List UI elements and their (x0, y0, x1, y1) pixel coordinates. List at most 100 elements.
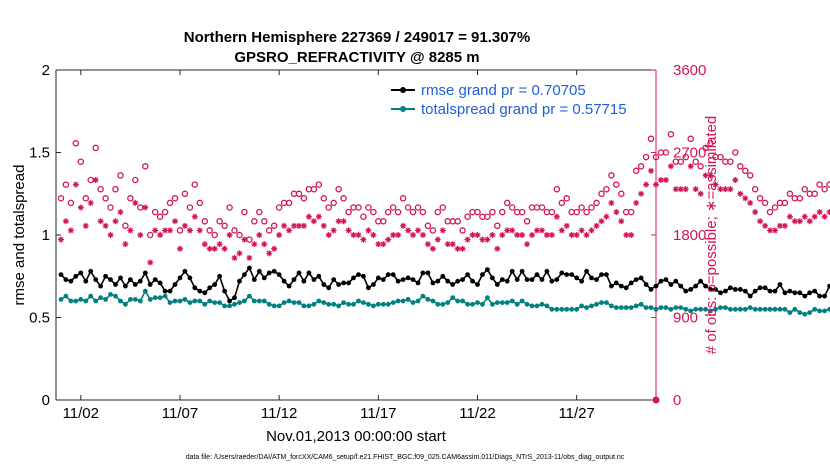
totalspread-point (678, 305, 684, 310)
totalspread-point (256, 298, 262, 304)
obs-possible-point (365, 204, 372, 211)
rmse-point (757, 285, 763, 291)
obs-assimilated-point (578, 227, 585, 234)
rmse-point (291, 277, 297, 282)
obs-possible-point (394, 208, 402, 216)
rmse-point (197, 288, 203, 294)
obs-assimilated-point (127, 227, 134, 234)
totalspread-point (544, 303, 550, 309)
obs-assimilated-point (211, 245, 218, 252)
obs-assimilated-point (707, 172, 714, 179)
x-tick-label: 11/12 (261, 405, 297, 422)
totalspread-point (653, 306, 659, 312)
totalspread-point (490, 301, 495, 307)
totalspread-point (326, 301, 332, 307)
totalspread-point (137, 298, 143, 304)
obs-assimilated-point (524, 241, 531, 248)
totalspread-point (747, 305, 753, 310)
totalspread-point (400, 298, 406, 304)
totalspread-point (713, 306, 718, 312)
rmse-point (524, 277, 530, 282)
obs-assimilated-point (454, 245, 461, 252)
obs-assimilated-point (176, 245, 183, 252)
obs-possible-point (201, 218, 209, 225)
totalspread-point (132, 297, 138, 302)
obs-possible-point (593, 199, 600, 207)
obs-assimilated-point (112, 218, 119, 225)
obs-possible-point (732, 149, 739, 156)
totalspread-point (475, 300, 480, 305)
rmse-point (68, 278, 74, 284)
totalspread-point (663, 305, 669, 310)
totalspread-point (559, 306, 565, 312)
obs-possible-point (647, 135, 655, 143)
obs-assimilated-point (786, 213, 793, 220)
rmse-point (509, 268, 515, 274)
rmse-point (118, 275, 123, 281)
obs-assimilated-point (732, 177, 739, 183)
obs-assimilated-point (648, 167, 655, 174)
obs-possible-point (295, 190, 303, 198)
rmse-point (172, 282, 178, 287)
obs-assimilated-point (563, 222, 570, 229)
obs-possible-point (598, 190, 605, 198)
totalspread-point (366, 301, 371, 307)
totalspread-point (147, 297, 153, 302)
obs-assimilated-point (816, 209, 823, 216)
rmse-point (152, 277, 158, 282)
obs-assimilated-point (767, 227, 774, 234)
rmse-point (623, 285, 629, 291)
obs-assimilated-point (449, 241, 456, 248)
obs-assimilated-point (682, 186, 689, 193)
rmse-point (782, 290, 788, 296)
obs-possible-point (737, 163, 744, 170)
rmse-point (227, 298, 233, 304)
rmse-point (326, 285, 332, 291)
obs-possible-point (761, 199, 769, 207)
obs-assimilated-point (295, 222, 302, 229)
totalspread-point (455, 298, 461, 304)
obs-assimilated-point (603, 213, 610, 220)
totalspread-point (336, 303, 341, 309)
rmse-point (400, 277, 406, 282)
totalspread-point (817, 308, 822, 314)
totalspread-point (83, 298, 89, 304)
obs-assimilated-point (439, 227, 446, 234)
totalspread-point (331, 301, 337, 307)
obs-assimilated-point (365, 227, 372, 234)
rmse-point (410, 277, 416, 282)
rmse-point (663, 277, 669, 282)
obs-possible-point (484, 213, 491, 220)
totalspread-point (356, 298, 361, 304)
rmse-point (222, 288, 228, 294)
obs-possible-point (221, 222, 228, 230)
totalspread-point (643, 305, 649, 310)
rmse-point (430, 280, 436, 286)
totalspread-point (430, 298, 436, 304)
totalspread-point (728, 306, 733, 312)
rmse-point (683, 288, 689, 294)
obs-assimilated-point (504, 227, 511, 234)
rmse-point (529, 277, 535, 282)
totalspread-point (361, 300, 366, 305)
rmse-point (113, 282, 118, 287)
y2-tick-label: 1800 (673, 227, 706, 244)
totalspread-point (673, 305, 679, 310)
totalspread-point (445, 300, 451, 305)
obs-assimilated-point (484, 236, 491, 243)
totalspread-point (499, 300, 505, 305)
rmse-point (480, 272, 485, 277)
y2-tick-label: 2700 (673, 145, 706, 162)
obs-possible-point (608, 172, 615, 179)
obs-possible-point (523, 218, 531, 225)
obs-assimilated-point (345, 227, 352, 234)
obs-possible-point (171, 195, 179, 202)
obs-possible-point (687, 135, 694, 143)
rmse-point (648, 287, 654, 292)
totalspread-point (88, 293, 94, 299)
rmse-point (688, 287, 694, 292)
obs-assimilated-point (256, 232, 263, 238)
totalspread-point (579, 303, 584, 309)
totalspread-point (623, 305, 629, 310)
totalspread-point (217, 300, 223, 305)
